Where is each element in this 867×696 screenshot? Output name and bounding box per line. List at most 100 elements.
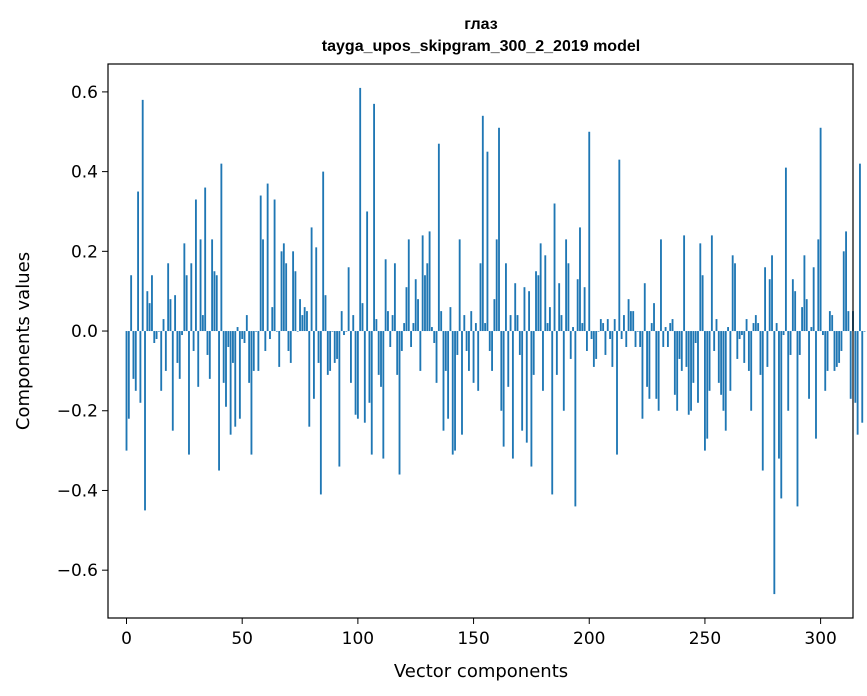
bar: [178, 331, 181, 379]
bar: [602, 323, 605, 332]
bar: [724, 331, 727, 431]
bar: [842, 251, 845, 332]
bar: [747, 331, 750, 371]
bar: [245, 315, 248, 332]
bar: [854, 331, 857, 403]
bar: [289, 331, 292, 363]
bar: [761, 331, 764, 471]
chart-subtitle: tayga_upos_skipgram_300_2_2019 model: [322, 38, 640, 55]
bar: [555, 331, 558, 375]
bar: [516, 315, 519, 332]
bar: [808, 331, 810, 399]
bar: [382, 331, 385, 459]
bar: [398, 331, 401, 475]
x-tick-label: 100: [342, 629, 374, 649]
bar: [657, 331, 660, 411]
bar: [618, 159, 621, 332]
bar: [127, 331, 130, 419]
bar: [567, 263, 570, 332]
bar: [384, 259, 387, 332]
bar: [560, 315, 563, 332]
bar: [486, 151, 489, 332]
bar: [391, 315, 394, 332]
bar: [741, 331, 743, 336]
bar: [410, 331, 413, 347]
x-tick-label: 150: [457, 629, 489, 649]
bar: [757, 323, 760, 332]
bar: [495, 239, 498, 332]
bar: [174, 295, 177, 332]
bar: [257, 331, 260, 371]
bar: [197, 331, 200, 387]
bar: [146, 291, 149, 332]
bar: [676, 331, 679, 411]
bar: [361, 303, 364, 332]
bar: [137, 191, 139, 332]
bar: [509, 315, 512, 332]
bar: [215, 275, 218, 332]
bar: [183, 243, 186, 332]
bar: [350, 331, 352, 383]
bar: [266, 183, 269, 332]
bar: [586, 331, 588, 351]
bar: [810, 327, 813, 332]
bar: [690, 331, 692, 411]
bar: [613, 319, 616, 332]
bar: [764, 267, 767, 332]
bar: [155, 331, 158, 340]
bar: [204, 187, 207, 332]
bar: [442, 331, 445, 431]
bar: [604, 331, 607, 355]
bar: [262, 239, 264, 332]
bar: [278, 331, 281, 367]
bar: [507, 331, 510, 387]
bar: [132, 331, 135, 379]
bar: [835, 331, 838, 367]
bar: [583, 287, 586, 332]
bar: [680, 331, 683, 371]
bar: [447, 331, 450, 419]
bar: [780, 331, 783, 499]
bar: [255, 331, 257, 332]
y-tick-label: 0.6: [71, 83, 98, 103]
bar: [157, 331, 160, 332]
bar: [699, 243, 702, 332]
bar: [273, 199, 276, 332]
bar: [474, 323, 477, 332]
bar: [518, 331, 521, 355]
bar: [648, 331, 651, 399]
bar: [407, 239, 410, 332]
bar: [194, 199, 197, 332]
y-axis-ticks: 0.6 0.4 0.2 0.0 −0.2 −0.4 −0.6: [57, 83, 108, 581]
bar: [856, 331, 859, 435]
bar: [845, 231, 847, 332]
bar: [296, 331, 299, 332]
bar: [199, 239, 202, 332]
bar: [271, 307, 274, 332]
bar: [590, 331, 593, 340]
bar: [151, 275, 153, 332]
bar: [329, 331, 332, 371]
bars-group: [125, 87, 866, 595]
bar: [653, 303, 655, 332]
bar: [553, 203, 556, 332]
bar: [579, 227, 581, 332]
bar: [752, 323, 755, 332]
bar: [312, 331, 315, 399]
bar: [280, 251, 283, 332]
bar: [831, 315, 834, 332]
bar: [238, 331, 241, 419]
bar: [572, 327, 574, 332]
bar: [569, 331, 572, 359]
bar: [629, 311, 632, 332]
bar: [551, 331, 554, 495]
bar: [847, 311, 850, 332]
bar: [444, 331, 447, 371]
bar: [859, 163, 861, 332]
bar: [229, 331, 232, 435]
bar: [710, 235, 713, 332]
bar: [562, 331, 565, 411]
bar: [218, 331, 220, 471]
bar: [491, 331, 493, 371]
bar: [701, 275, 704, 332]
